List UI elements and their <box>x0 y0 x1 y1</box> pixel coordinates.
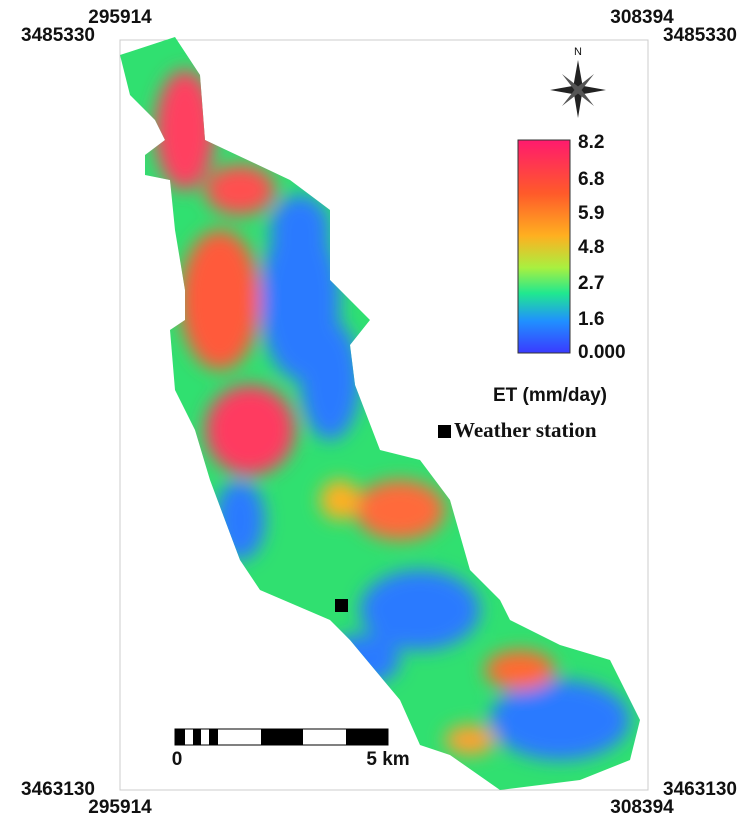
legend-colorbar <box>518 140 570 353</box>
weather-station-marker <box>335 599 348 612</box>
legend-station-label: Weather station <box>454 418 597 442</box>
legend-station-marker <box>438 425 451 438</box>
scale-label: 5 km <box>366 749 409 770</box>
legend-tick-label: 6.8 <box>578 169 604 190</box>
corner-label: 295914 <box>88 7 152 28</box>
scale-label: 0 <box>172 749 183 770</box>
corner-label: 3485330 <box>21 25 95 46</box>
legend-tick-label: 5.9 <box>578 203 604 224</box>
north-label: N <box>574 46 582 58</box>
legend-tick-label: 0.000 <box>578 342 626 363</box>
corner-label: 3463130 <box>21 779 95 800</box>
corner-label: 295914 <box>88 797 152 818</box>
legend-tick-label: 1.6 <box>578 309 604 330</box>
corner-label: 3463130 <box>663 779 737 800</box>
legend-title: ET (mm/day) <box>493 385 607 406</box>
legend-tick-label: 8.2 <box>578 132 604 153</box>
legend-tick-label: 2.7 <box>578 273 604 294</box>
map: 295914 3485330 308394 3485330 3463130 29… <box>0 0 754 822</box>
corner-label: 3485330 <box>663 25 737 46</box>
scale-bar: 0 5 km <box>172 729 410 770</box>
corner-label: 308394 <box>610 797 674 818</box>
north-arrow: N <box>550 46 606 118</box>
legend-tick-label: 4.8 <box>578 237 604 258</box>
